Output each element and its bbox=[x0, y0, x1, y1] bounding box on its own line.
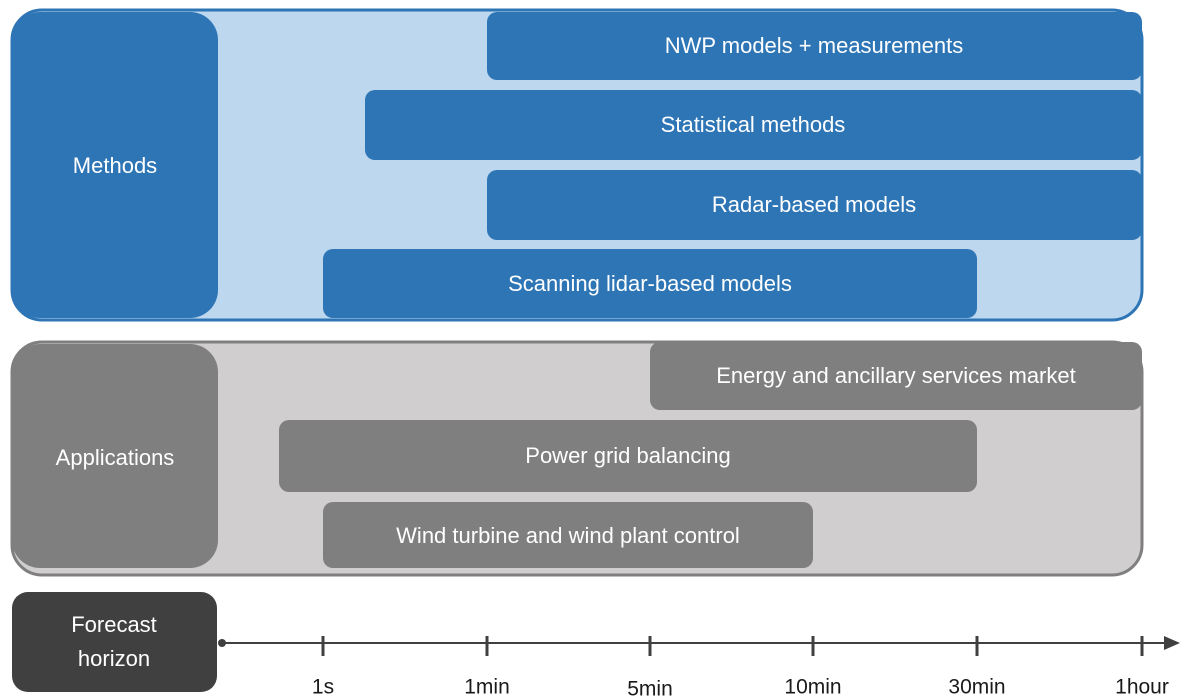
applications-label: Applications bbox=[56, 445, 175, 470]
method-label: Scanning lidar-based models bbox=[508, 271, 792, 296]
application-label: Energy and ancillary services market bbox=[716, 363, 1075, 388]
axis-origin bbox=[218, 639, 226, 647]
tick-label: 1min bbox=[464, 676, 510, 699]
tick-label: 10min bbox=[784, 676, 841, 699]
tick-label: 30min bbox=[948, 676, 1005, 699]
methods-label-box bbox=[12, 12, 218, 318]
application-label: Wind turbine and wind plant control bbox=[396, 523, 740, 548]
forecast-box bbox=[12, 592, 217, 692]
forecast-label: Forecast bbox=[71, 612, 157, 637]
axis-ticks bbox=[321, 636, 1144, 656]
application-bar bbox=[650, 342, 1142, 410]
method-label: Statistical methods bbox=[661, 112, 846, 137]
application-bar bbox=[279, 420, 977, 492]
method-bar bbox=[323, 249, 977, 318]
method-label: NWP models + measurements bbox=[665, 33, 964, 58]
applications-label-box bbox=[12, 344, 218, 568]
forecast-label: horizon bbox=[78, 646, 150, 671]
application-bar bbox=[323, 502, 813, 568]
tick-label: 1hour bbox=[1115, 676, 1169, 699]
methods-label: Methods bbox=[73, 153, 157, 178]
method-bar bbox=[365, 90, 1142, 160]
axis-arrow bbox=[1164, 636, 1180, 650]
tick-label: 5min bbox=[627, 678, 673, 700]
application-label: Power grid balancing bbox=[525, 443, 730, 468]
tick-label: 1s bbox=[312, 676, 334, 699]
method-bar bbox=[487, 170, 1142, 240]
method-bar bbox=[487, 12, 1142, 80]
method-label: Radar-based models bbox=[712, 192, 916, 217]
